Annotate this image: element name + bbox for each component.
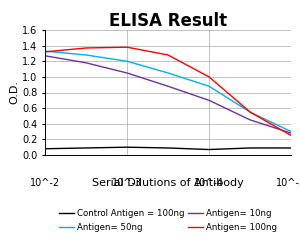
Antigen= 10ng (248, 118, 252, 121)
Control Antigen = 100ng (248, 146, 252, 150)
Line: Antigen= 50ng: Antigen= 50ng (45, 51, 291, 132)
Title: ELISA Result: ELISA Result (109, 12, 227, 30)
Antigen= 50ng (248, 110, 252, 114)
Antigen= 10ng (84, 61, 88, 64)
Antigen= 100ng (125, 46, 129, 49)
Antigen= 100ng (207, 76, 211, 78)
Antigen= 10ng (207, 99, 211, 102)
X-axis label: Serial Dilutions of Antibody: Serial Dilutions of Antibody (92, 178, 244, 188)
Line: Control Antigen = 100ng: Control Antigen = 100ng (45, 147, 291, 150)
Control Antigen = 100ng (166, 146, 170, 150)
Line: Antigen= 100ng: Antigen= 100ng (45, 47, 291, 136)
Antigen= 100ng (84, 46, 88, 50)
Control Antigen = 100ng (125, 146, 129, 149)
Antigen= 50ng (84, 54, 88, 56)
Antigen= 10ng (166, 85, 170, 88)
Text: 10^-2: 10^-2 (30, 178, 60, 188)
Antigen= 50ng (166, 72, 170, 74)
Antigen= 50ng (289, 130, 293, 133)
Antigen= 50ng (43, 50, 47, 52)
Antigen= 10ng (43, 54, 47, 57)
Control Antigen = 100ng (84, 146, 88, 150)
Text: 10^-5: 10^-5 (276, 178, 300, 188)
Legend: Control Antigen = 100ng, Antigen= 50ng, Antigen= 10ng, Antigen= 100ng: Control Antigen = 100ng, Antigen= 50ng, … (59, 209, 277, 232)
Antigen= 100ng (43, 50, 47, 53)
Antigen= 10ng (289, 132, 293, 134)
Antigen= 50ng (125, 60, 129, 63)
Line: Antigen= 10ng: Antigen= 10ng (45, 56, 291, 133)
Control Antigen = 100ng (289, 146, 293, 150)
Antigen= 100ng (289, 134, 293, 137)
Antigen= 100ng (166, 54, 170, 56)
Antigen= 10ng (125, 72, 129, 74)
Control Antigen = 100ng (207, 148, 211, 151)
Text: 10^-4: 10^-4 (194, 178, 224, 188)
Antigen= 50ng (207, 85, 211, 88)
Text: 10^-3: 10^-3 (112, 178, 142, 188)
Antigen= 100ng (248, 110, 252, 114)
Y-axis label: O.D.: O.D. (9, 80, 19, 104)
Control Antigen = 100ng (43, 147, 47, 150)
